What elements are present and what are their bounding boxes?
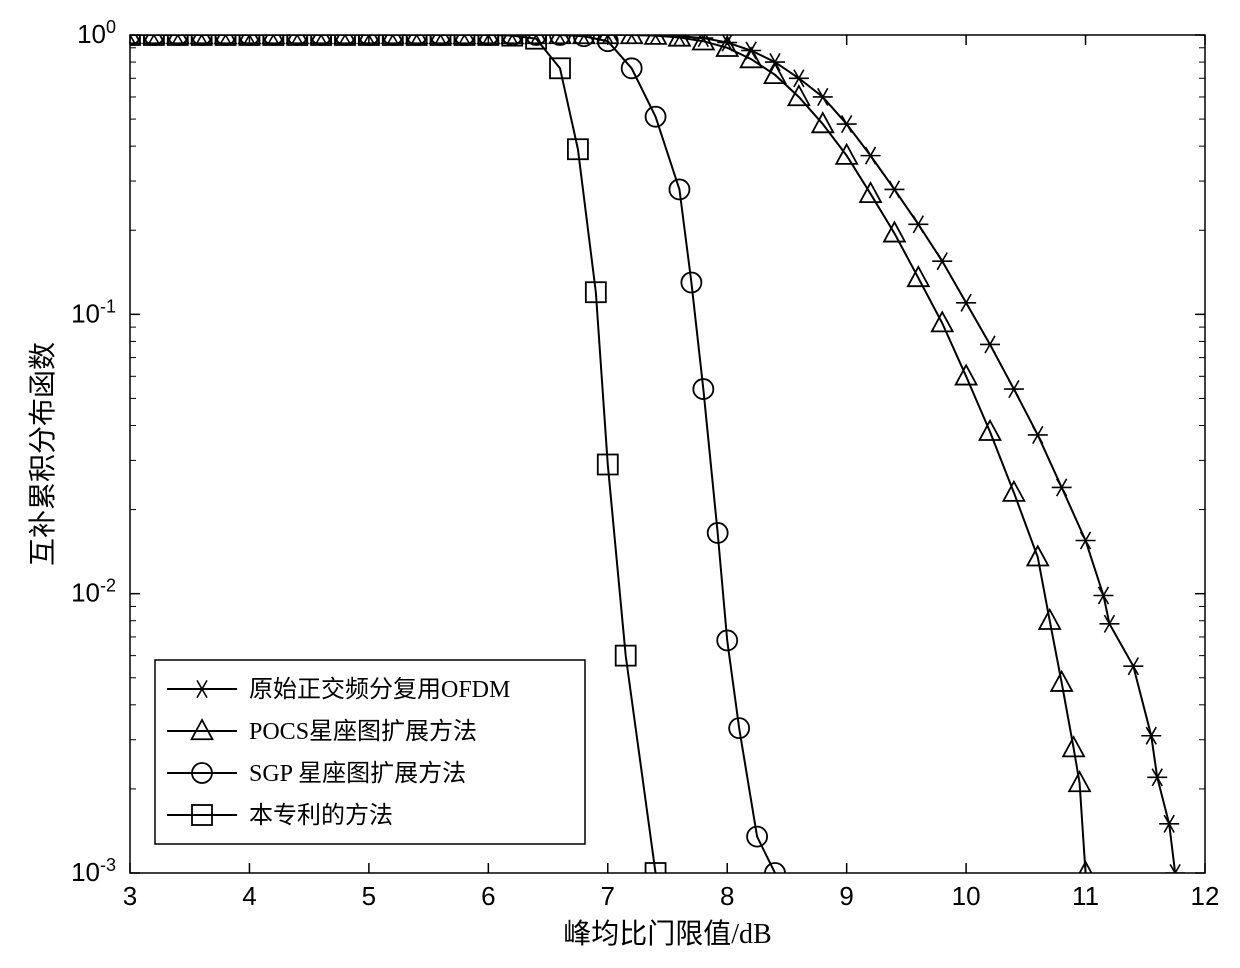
x-tick-label: 9 <box>839 881 853 911</box>
ccdf-chart: 345678910111210-310-210-1100峰均比门限值/dB互补累… <box>0 0 1240 968</box>
x-tick-label: 8 <box>720 881 734 911</box>
legend-label-ofdm: 原始正交频分复用OFDM <box>249 676 510 703</box>
legend-label-patent: 本专利的方法 <box>249 802 393 829</box>
x-tick-label: 10 <box>952 881 981 911</box>
x-tick-label: 7 <box>601 881 615 911</box>
x-tick-label: 6 <box>481 881 495 911</box>
x-axis-label: 峰均比门限值/dB <box>563 918 771 950</box>
x-tick-label: 4 <box>242 881 256 911</box>
x-tick-label: 11 <box>1072 881 1099 911</box>
legend-label-pocs: POCS星座图扩展方法 <box>249 718 477 745</box>
y-axis-label: 互补累积分布函数 <box>27 342 59 566</box>
legend: 原始正交频分复用OFDM POCS星座图扩展方法 SGP 星座图扩展方法本专利的方法 <box>155 660 585 844</box>
chart-container: 345678910111210-310-210-1100峰均比门限值/dB互补累… <box>0 0 1240 968</box>
x-tick-label: 3 <box>123 881 137 911</box>
x-tick-label: 5 <box>362 881 376 911</box>
x-tick-label: 12 <box>1191 881 1220 911</box>
legend-label-sgp: SGP 星座图扩展方法 <box>249 760 466 787</box>
